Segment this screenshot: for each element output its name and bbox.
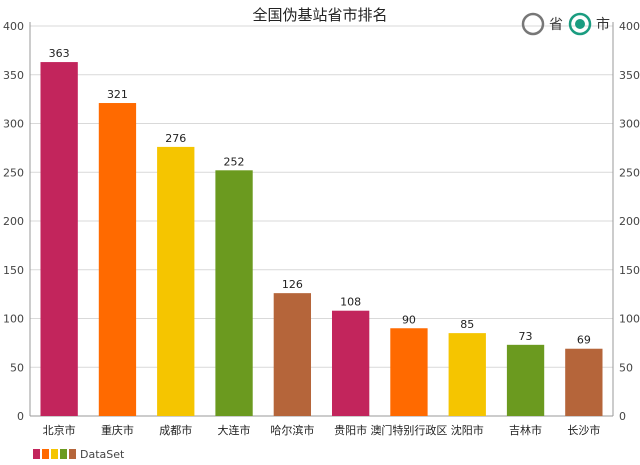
legend: DataSet (33, 448, 125, 461)
legend-swatch (33, 449, 40, 459)
y-tick-label-left: 350 (3, 69, 24, 82)
province-city-toggle: 省 市 (521, 12, 610, 36)
y-tick-label-right: 150 (619, 264, 640, 277)
y-tick-label-left: 200 (3, 215, 24, 228)
bar (331, 310, 370, 416)
y-tick-label-left: 0 (17, 410, 24, 423)
y-tick-label-left: 50 (10, 361, 24, 374)
category-labels: 北京市 重庆市 成都市 大连市 哈尔滨市 贵阳市 澳门特别行政区 沈阳市 吉林市 长沙市 (43, 423, 601, 437)
radio-city-label: 市 (596, 16, 610, 33)
x-tick-label: 重庆市 (101, 423, 134, 437)
bar (506, 344, 545, 416)
legend-swatch (42, 449, 49, 459)
legend-swatches (33, 449, 76, 459)
radio-city-dot (575, 19, 585, 29)
x-tick-label: 长沙市 (567, 423, 600, 437)
y-axis-left-ticks: 0 50 100 150 200 250 300 350 400 (3, 20, 24, 423)
bar-value-label: 108 (340, 296, 361, 309)
x-tick-label: 北京市 (43, 423, 76, 437)
y-tick-label-left: 400 (3, 20, 24, 33)
bar-value-label: 363 (49, 47, 70, 60)
x-tick-label: 沈阳市 (451, 423, 484, 437)
radio-city-ring[interactable] (568, 12, 592, 36)
y-tick-label-left: 100 (3, 313, 24, 326)
bar-value-label: 126 (282, 278, 303, 291)
bar-value-label: 321 (107, 88, 128, 101)
bar-value-label: 73 (519, 330, 533, 343)
y-tick-label-right: 200 (619, 215, 640, 228)
radio-city[interactable]: 市 (568, 12, 610, 36)
y-tick-label-right: 300 (619, 118, 640, 131)
bars (40, 62, 603, 417)
x-tick-label: 澳门特别行政区 (370, 423, 447, 437)
bar (40, 62, 78, 416)
y-axis-right-ticks: 0 50 100 150 200 250 300 350 400 (619, 20, 640, 423)
y-tick-label-left: 150 (3, 264, 24, 277)
y-tick-label-right: 0 (619, 410, 626, 423)
y-tick-label-right: 100 (619, 313, 640, 326)
bar (448, 333, 486, 416)
x-tick-label: 哈尔滨市 (270, 423, 314, 437)
bar (157, 146, 195, 416)
radio-province[interactable]: 省 (521, 12, 563, 36)
bar-value-label: 90 (402, 313, 416, 326)
legend-swatch (60, 449, 67, 459)
bar-value-label: 69 (577, 334, 591, 347)
x-tick-label: 吉林市 (509, 423, 542, 437)
bar (390, 328, 428, 416)
bar (98, 103, 137, 417)
x-tick-label: 贵阳市 (334, 423, 367, 437)
y-tick-label-right: 250 (619, 166, 640, 179)
bar (215, 170, 253, 416)
bar-value-label: 252 (224, 155, 245, 168)
y-tick-label-right: 400 (619, 20, 640, 33)
radio-province-label: 省 (549, 17, 563, 33)
y-tick-label-right: 350 (619, 69, 640, 82)
legend-label: DataSet (80, 448, 125, 461)
bar-value-label: 276 (165, 132, 186, 145)
y-tick-label-left: 250 (3, 166, 24, 179)
bar (273, 293, 312, 416)
x-tick-label: 大连市 (218, 423, 251, 437)
y-tick-label-left: 300 (3, 118, 24, 131)
x-tick-label: 成都市 (159, 423, 192, 437)
legend-swatch (51, 449, 58, 459)
y-tick-label-right: 50 (619, 361, 633, 374)
radio-province-ring[interactable] (521, 12, 545, 36)
value-labels: 363 321 276 252 126 108 90 85 73 69 (49, 47, 591, 347)
bar (565, 348, 603, 416)
bar-value-label: 85 (460, 318, 474, 331)
legend-swatch (69, 449, 76, 459)
chart-title: 全国伪基站省市排名 (252, 6, 387, 24)
